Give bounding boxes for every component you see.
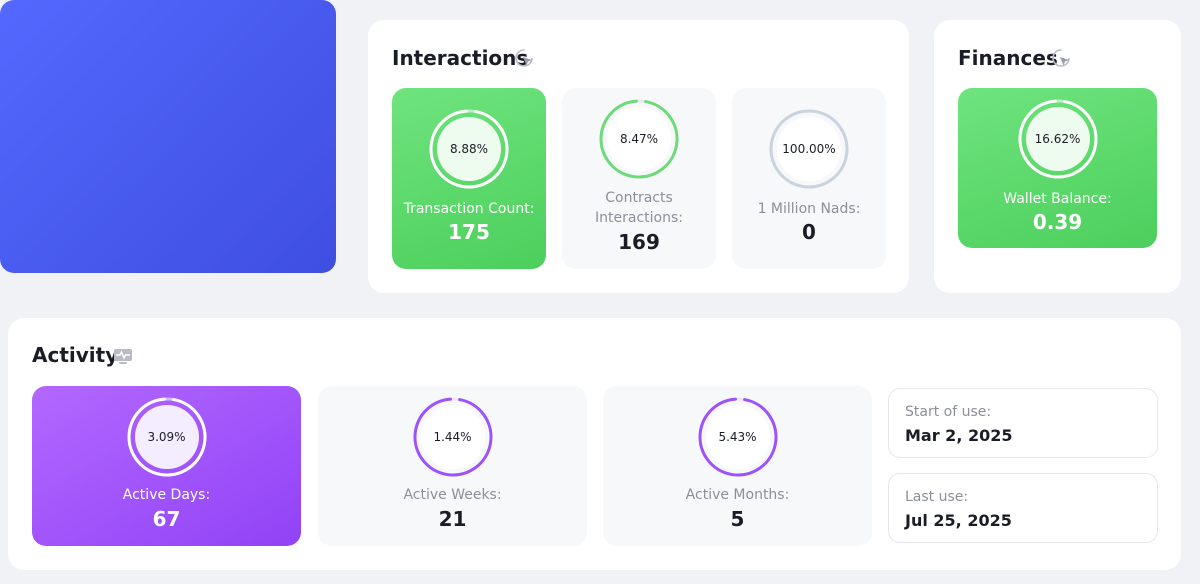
- transaction-count-label: Transaction Count:: [403, 201, 535, 217]
- finances-title: Finances: [958, 46, 1058, 70]
- ring-center: [705, 405, 770, 469]
- cursor-click-icon: [1052, 49, 1070, 67]
- active-months-percent: 5.43%: [718, 430, 757, 444]
- contracts-interactions-label: Contracts Interactions:: [595, 190, 683, 226]
- ring-center: [777, 117, 841, 181]
- wallet-balance-ring: [1018, 99, 1097, 179]
- active-days-ring: [127, 397, 206, 477]
- ring-progress: [127, 397, 206, 477]
- transaction-count-tile: 8.88% Transaction Count: 175: [392, 88, 546, 269]
- active-weeks-label: Active Weeks:: [403, 487, 502, 503]
- ring-center: [437, 117, 501, 181]
- ring-progress: [413, 397, 492, 477]
- active-days-label: Active Days:: [122, 487, 211, 503]
- activity-title: Activity: [32, 343, 119, 367]
- start-of-use-box: Start of use: Mar 2, 2025: [888, 388, 1158, 458]
- active-days-tile: 3.09% Active Days: 67: [32, 386, 301, 546]
- million-nads-ring: [769, 109, 849, 189]
- active-weeks-value: 21: [438, 507, 467, 531]
- active-months-tile: 5.43% Active Months: 5: [603, 386, 872, 546]
- wallet-rank-card: Your wallet is in TOP 9.17% and better t…: [0, 0, 717, 273]
- interactions-card: Interactions 8.88% Transaction Count: 17…: [368, 20, 909, 293]
- start-of-use-label: Start of use:: [905, 404, 992, 420]
- ring-progress: [599, 99, 679, 179]
- cursor-click-icon: [515, 49, 533, 67]
- contracts-interactions-tile: 8.47% Contracts Interactions: 169: [562, 88, 716, 269]
- ring-center: [134, 405, 199, 469]
- interactions-title: Interactions: [392, 46, 529, 70]
- last-use-value: Jul 25, 2025: [905, 511, 1012, 530]
- last-use-box: Last use: Jul 25, 2025: [888, 473, 1158, 543]
- wallet-balance-percent: 16.62%: [1034, 132, 1081, 146]
- ring-progress: [1018, 99, 1097, 179]
- activity-card: Activity 3.09% Active Days: 67 1.44% Act…: [8, 318, 1181, 570]
- transaction-count-value: 175: [448, 220, 490, 244]
- contracts-interactions-value: 169: [618, 230, 660, 254]
- active-weeks-percent: 1.44%: [433, 430, 472, 444]
- finances-card: Finances 16.62% Wallet Balance: 0.39: [934, 20, 1181, 293]
- contracts-interactions-percent: 8.47%: [619, 132, 659, 146]
- transaction-count-ring: [429, 109, 509, 189]
- start-of-use-value: Mar 2, 2025: [905, 426, 1013, 445]
- ring-progress: [429, 109, 509, 189]
- contracts-interactions-ring: [599, 99, 679, 179]
- million-nads-label: 1 Million Nads:: [757, 201, 861, 217]
- wallet-balance-tile: 16.62% Wallet Balance: 0.39: [958, 88, 1157, 248]
- last-use-label: Last use:: [905, 489, 969, 505]
- million-nads-percent: 100.00%: [782, 142, 836, 156]
- active-months-label: Active Months:: [685, 487, 790, 503]
- active-weeks-ring: [413, 397, 492, 477]
- million-nads-tile: 100.00% 1 Million Nads: 0: [732, 88, 886, 269]
- ring-center: [1025, 107, 1090, 171]
- million-nads-value: 0: [802, 220, 816, 244]
- active-days-percent: 3.09%: [147, 430, 186, 444]
- ring-progress: [698, 397, 777, 477]
- active-weeks-tile: 1.44% Active Weeks: 21: [318, 386, 587, 546]
- wallet-balance-label: Wallet Balance:: [1003, 191, 1112, 207]
- ring-center: [420, 405, 485, 469]
- wallet-balance-value: 0.39: [1032, 210, 1083, 234]
- activity-monitor-icon: [114, 349, 132, 364]
- active-months-value: 5: [730, 507, 745, 531]
- active-days-value: 67: [152, 507, 181, 531]
- transaction-count-percent: 8.88%: [449, 142, 489, 156]
- ring-center: [607, 107, 671, 171]
- active-months-ring: [698, 397, 777, 477]
- ring-progress: [769, 109, 849, 189]
